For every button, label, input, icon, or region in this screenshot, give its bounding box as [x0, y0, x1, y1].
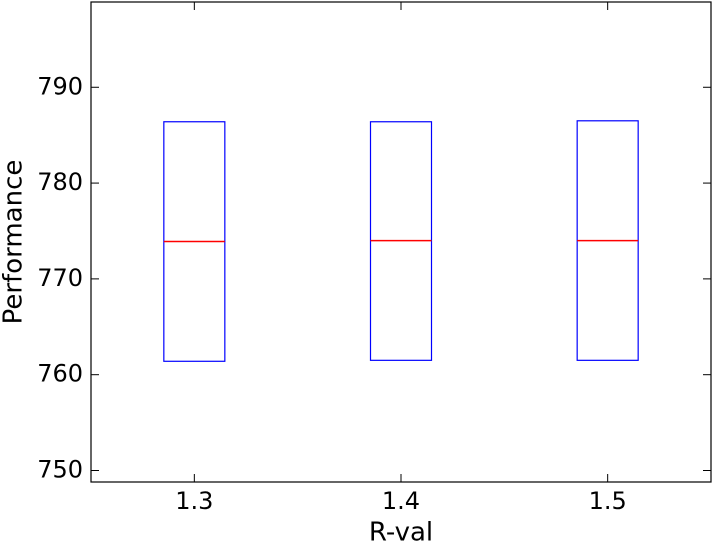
y-tick-label: 790 [37, 72, 83, 100]
x-tick-label: 1.4 [382, 487, 420, 515]
y-tick-label: 780 [37, 168, 83, 196]
y-tick-label: 760 [37, 360, 83, 388]
x-axis-label: R-val [369, 518, 433, 548]
y-tick-label: 770 [37, 264, 83, 292]
x-tick-label: 1.5 [589, 487, 627, 515]
y-tick-label: 750 [37, 456, 83, 484]
y-axis-label: Performance [0, 160, 29, 325]
x-tick-label: 1.3 [175, 487, 213, 515]
